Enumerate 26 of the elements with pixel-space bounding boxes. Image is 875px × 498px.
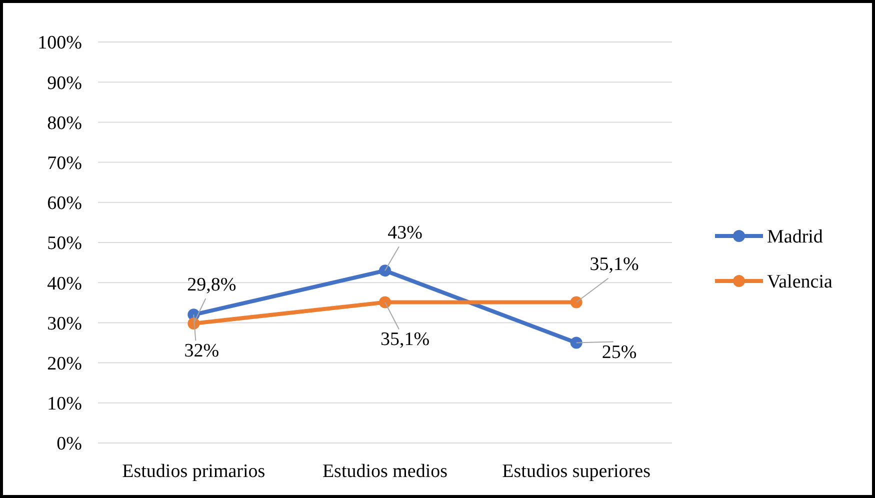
y-tick-label: 30%: [47, 313, 82, 334]
point: [379, 264, 391, 277]
y-tick-label: 70%: [47, 152, 82, 174]
legend-label: Madrid: [767, 226, 824, 248]
x-tick-label: Estudios medios: [322, 461, 448, 482]
data-label: 35,1%: [590, 254, 640, 276]
y-tick-label: 40%: [47, 273, 82, 294]
point: [570, 296, 582, 308]
y-tick-label: 80%: [47, 112, 82, 134]
y-tick-label: 10%: [47, 394, 82, 415]
legend-label: Valencia: [767, 272, 833, 293]
data-label: 32%: [184, 340, 220, 362]
y-tick-label: 100%: [38, 32, 82, 54]
data-label: 29,8%: [187, 274, 236, 296]
y-tick-label: 0%: [56, 434, 82, 455]
y-tick-label: 50%: [47, 233, 82, 254]
y-tick-label: 20%: [47, 353, 82, 374]
point: [379, 296, 391, 308]
data-label: 25%: [602, 342, 637, 363]
point: [570, 336, 582, 349]
x-tick-label: Estudios superiores: [502, 461, 650, 482]
x-tick-label: Estudios primarios: [122, 461, 266, 482]
data-label: 35,1%: [380, 329, 430, 350]
y-tick-label: 60%: [47, 193, 82, 214]
y-tick-label: 90%: [47, 72, 82, 94]
data-label: 43%: [388, 222, 423, 244]
